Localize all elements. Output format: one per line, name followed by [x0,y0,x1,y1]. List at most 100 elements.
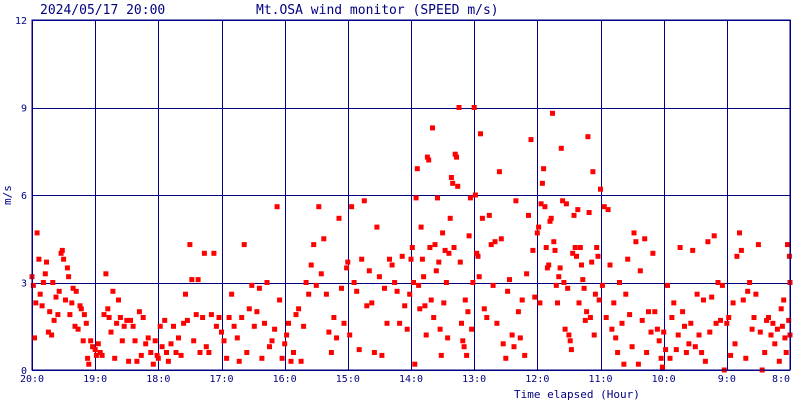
data-point [116,297,121,303]
data-point [772,341,778,347]
data-point [505,288,511,294]
data-point [635,361,641,367]
data-point [121,323,127,329]
data-point [229,291,235,297]
data-point [513,198,519,204]
data-point [105,306,111,312]
x-tick-label: 9:0 [718,374,736,385]
data-point [764,317,770,323]
data-point [30,282,36,288]
data-point [519,297,525,303]
data-point [106,315,112,320]
data-point [345,259,351,265]
x-tick-labels: 20:0 19:0 18:0 17:0 16:0 15:0 14:0 13:0 12:0 11:0… [20,374,790,385]
data-point [347,332,353,338]
data-point [78,306,84,312]
x-tick-label: 18:0 [146,374,170,385]
data-point [667,355,673,361]
y-tick-label: 6 [21,191,27,202]
data-point [39,303,45,309]
data-point [567,338,573,344]
data-point [770,320,776,326]
data-point [585,134,591,140]
data-point [786,253,792,259]
data-point [284,332,290,338]
data-point [786,317,792,323]
data-point [460,338,466,344]
data-point [351,280,357,285]
data-point [579,262,584,268]
data-point [580,277,586,283]
data-point [589,259,595,265]
data-point [301,323,307,329]
data-point [193,312,199,318]
data-point [103,271,109,277]
x-tick-label: 14:0 [399,374,423,385]
data-point [311,242,317,248]
data-point [496,169,502,175]
data-point [571,212,577,218]
y-tick-labels: 0 3 6 9 12 [15,16,27,377]
data-point [42,271,48,277]
data-point [244,350,250,355]
data-point [422,303,428,309]
data-point [663,347,669,353]
x-tick-label: 11:0 [588,374,612,385]
data-point [379,352,385,358]
data-point [412,361,418,367]
y-tick-label: 9 [21,104,27,115]
data-point [528,137,534,143]
data-point [755,242,761,248]
data-point [173,350,179,355]
data-point [145,335,151,341]
data-point [366,268,372,274]
data-point [37,291,43,297]
data-point [126,358,132,364]
data-point [570,250,576,256]
data-point [236,358,242,364]
data-point [743,355,749,361]
data-point [702,358,708,364]
data-point [500,341,506,347]
data-point [40,280,46,285]
data-point [711,233,717,239]
data-point [469,326,475,332]
data-point [631,230,637,236]
data-point [95,341,101,347]
data-point [611,300,617,306]
data-point [715,280,721,285]
data-point [408,256,414,262]
data-point [83,320,89,326]
chart-title: Mt.OSA wind monitor (SPEED m/s) [256,3,499,18]
data-point [140,315,146,320]
x-tick-label: 17:0 [209,374,233,385]
data-point [532,294,538,300]
data-point [566,332,572,338]
data-point [438,352,444,358]
data-point [474,250,480,256]
data-point [293,312,299,318]
data-point [581,285,587,291]
data-point [361,198,367,204]
data-point [590,169,596,175]
y-axis-label: m/s [1,185,14,205]
data-point [221,338,227,344]
data-point [534,230,540,236]
data-point [33,300,39,306]
data-point [466,233,472,239]
data-point [110,288,116,294]
data-point [316,204,322,210]
data-point [617,280,622,285]
data-point [619,320,625,326]
y-tick-label: 3 [21,279,27,290]
data-point [164,350,169,355]
data-point [66,274,72,280]
data-point [661,329,667,335]
data-point [627,312,633,318]
data-point [369,300,375,306]
data-point [397,320,403,326]
data-point [162,317,168,323]
data-point [484,315,490,320]
data-point [701,297,706,303]
